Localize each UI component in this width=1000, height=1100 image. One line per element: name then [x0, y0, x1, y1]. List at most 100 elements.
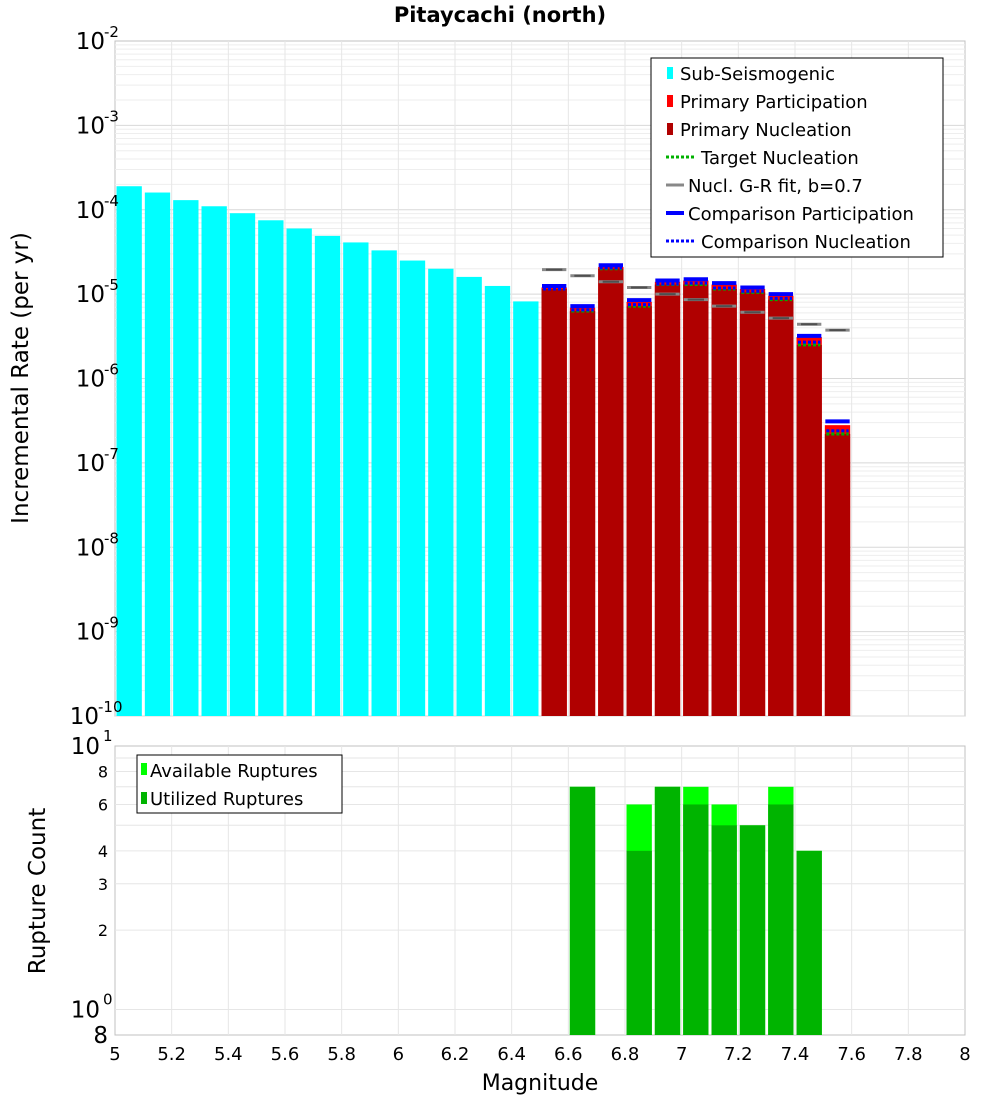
- legend-label-gr-fit: Nucl. G-R fit, b=0.7: [688, 176, 863, 197]
- x-tick-label: 8: [959, 1044, 970, 1065]
- y-tick-label-base: 10: [76, 29, 105, 55]
- bar-primary-nucleation: [598, 268, 624, 716]
- bar-utilized-ruptures: [739, 825, 766, 1035]
- top-y-axis-label: Incremental Rate (per yr): [8, 232, 34, 524]
- bar-utilized-ruptures: [796, 850, 822, 1035]
- bottom-y-tick-label-base: 10: [71, 997, 100, 1023]
- bottom-y-tick-label-exponent: 0: [103, 990, 113, 1008]
- y-tick-label-base: 10: [76, 620, 105, 646]
- bottom-y-tick-label: 8: [98, 763, 108, 782]
- bar-sub-seismogenic: [229, 213, 256, 717]
- x-tick-label: 6.8: [611, 1044, 640, 1065]
- y-tick-label-base: 10: [76, 367, 105, 393]
- y-tick-label-exponent: -4: [104, 192, 119, 210]
- bar-sub-seismogenic: [314, 235, 341, 716]
- x-tick-label: 5: [109, 1044, 120, 1065]
- bar-sub-seismogenic: [258, 220, 284, 717]
- y-tick-label-base: 10: [76, 535, 105, 561]
- top-legend: Sub-Seismogenic Primary Participation Pr…: [650, 57, 944, 258]
- bar-sub-seismogenic: [173, 200, 199, 716]
- legend-swatch-primary-nucleation: [667, 123, 673, 135]
- x-tick-label: 6: [393, 1044, 404, 1065]
- bar-sub-seismogenic: [484, 285, 511, 716]
- y-tick-label-exponent: -8: [104, 529, 119, 547]
- legend-label-comparison-nucleation: Comparison Nucleation: [701, 232, 911, 253]
- bottom-y-tick-label: 4: [98, 842, 108, 861]
- legend-swatch-sub-seismogenic: [667, 67, 673, 79]
- bottom-y-tick-label: 2: [98, 921, 108, 940]
- x-tick-label: 5.8: [327, 1044, 356, 1065]
- bar-primary-nucleation: [654, 284, 681, 716]
- y-tick-label-base: 10: [76, 198, 105, 224]
- bar-primary-nucleation: [739, 292, 766, 716]
- y-tick-label-exponent: -9: [104, 614, 119, 632]
- bar-sub-seismogenic: [371, 250, 397, 717]
- x-tick-label: 6.4: [497, 1044, 526, 1065]
- bar-utilized-ruptures: [654, 786, 681, 1035]
- bottom-y-axis-label: Rupture Count: [25, 808, 51, 974]
- y-tick-label-exponent: -3: [104, 107, 119, 125]
- legend-swatch-available-ruptures: [141, 763, 147, 775]
- bar-sub-seismogenic: [201, 206, 227, 716]
- legend-label-utilized-ruptures: Utilized Ruptures: [150, 789, 303, 810]
- legend-label-sub-seismogenic: Sub-Seismogenic: [680, 64, 835, 85]
- bottom-y-tick-label: 8: [93, 1023, 108, 1049]
- top-bars: [116, 186, 851, 717]
- x-tick-label: 7.6: [837, 1044, 866, 1065]
- legend-label-available-ruptures: Available Ruptures: [150, 761, 318, 782]
- y-tick-label-exponent: -2: [104, 23, 119, 41]
- top-series-lines: [542, 263, 850, 436]
- x-tick-label: 5.6: [271, 1044, 300, 1065]
- x-tick-label: 6.2: [441, 1044, 470, 1065]
- x-tick-label: 5.2: [157, 1044, 186, 1065]
- x-tick-label: 7: [676, 1044, 687, 1065]
- x-axis-label: Magnitude: [482, 1071, 599, 1096]
- top-y-tick-labels: 10-210-310-410-510-610-710-810-910-10: [70, 23, 123, 730]
- legend-label-target-nucleation: Target Nucleation: [700, 148, 859, 169]
- legend-label-primary-participation: Primary Participation: [680, 92, 868, 113]
- bar-primary-nucleation: [541, 289, 567, 716]
- bar-sub-seismogenic: [513, 301, 539, 716]
- bar-sub-seismogenic: [144, 192, 171, 717]
- y-tick-label-base: 10: [70, 704, 99, 730]
- x-tick-label: 7.2: [724, 1044, 753, 1065]
- y-tick-label-exponent: -7: [104, 445, 119, 463]
- bar-primary-nucleation: [796, 344, 822, 716]
- y-tick-label-base: 10: [76, 451, 105, 477]
- bottom-y-tick-label: 6: [98, 795, 108, 814]
- bar-primary-nucleation: [626, 306, 652, 716]
- x-tick-label: 6.6: [554, 1044, 583, 1065]
- bar-sub-seismogenic: [286, 228, 312, 716]
- bar-sub-seismogenic: [428, 268, 454, 716]
- legend-swatch-utilized-ruptures: [141, 792, 147, 804]
- bar-utilized-ruptures: [626, 850, 652, 1035]
- bar-primary-nucleation: [683, 284, 709, 716]
- x-tick-labels: 5 5.2 5.4 5.6 5.8 6 6.2 6.4 6.6 6.8 7 7.2 7.4 7.6 7.8 8: [109, 1044, 970, 1065]
- chart-title: Pitaycachi (north): [394, 3, 606, 27]
- bar-utilized-ruptures: [711, 825, 737, 1035]
- bottom-y-tick-label-base: 10: [71, 734, 100, 760]
- y-tick-label-exponent: -6: [104, 361, 119, 379]
- bottom-y-tick-label-exponent: 1: [103, 727, 113, 745]
- bar-sub-seismogenic: [456, 276, 482, 716]
- y-tick-label-exponent: -10: [98, 698, 123, 716]
- bar-utilized-ruptures: [768, 804, 794, 1035]
- legend-label-primary-nucleation: Primary Nucleation: [680, 120, 852, 141]
- x-tick-label: 7.8: [894, 1044, 923, 1065]
- y-tick-label-base: 10: [76, 282, 105, 308]
- bar-primary-nucleation: [569, 311, 596, 716]
- bar-primary-nucleation: [768, 299, 794, 716]
- bar-sub-seismogenic: [343, 242, 369, 716]
- bar-sub-seismogenic: [399, 260, 426, 716]
- bar-utilized-ruptures: [683, 804, 709, 1035]
- bar-sub-seismogenic: [116, 186, 142, 716]
- x-tick-label: 5.4: [214, 1044, 243, 1065]
- x-tick-label: 7.4: [781, 1044, 810, 1065]
- bottom-y-tick-label: 3: [98, 875, 108, 894]
- y-tick-label-exponent: -5: [104, 276, 119, 294]
- legend-label-comparison-participation: Comparison Participation: [688, 204, 914, 225]
- bottom-bars: [569, 786, 822, 1035]
- bar-primary-nucleation: [711, 289, 737, 716]
